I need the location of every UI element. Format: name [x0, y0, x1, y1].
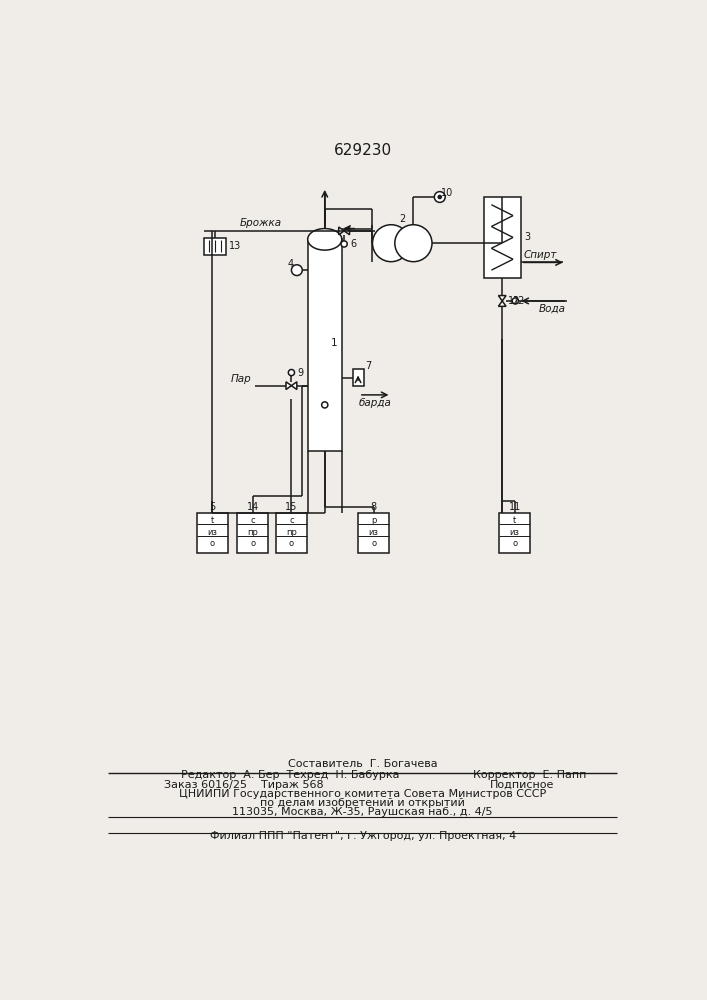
Text: о: о: [512, 539, 518, 548]
Text: 2: 2: [399, 214, 405, 224]
Text: 13: 13: [230, 241, 242, 251]
Circle shape: [513, 298, 518, 304]
Text: Филиал ППП "Патент", г. Ужгород, ул. Проектная, 4: Филиал ППП "Патент", г. Ужгород, ул. Про…: [209, 831, 516, 841]
Text: 9: 9: [298, 368, 304, 378]
Text: из: из: [368, 528, 378, 537]
Text: 7: 7: [365, 361, 371, 371]
Circle shape: [291, 265, 303, 276]
Text: 8: 8: [370, 502, 377, 512]
Circle shape: [288, 369, 295, 376]
Text: из: из: [510, 528, 520, 537]
Polygon shape: [291, 382, 297, 389]
Text: 6: 6: [351, 239, 356, 249]
Text: 12: 12: [508, 296, 521, 306]
Polygon shape: [344, 227, 349, 235]
Bar: [499, 513, 530, 553]
Text: Брожка: Брожка: [240, 218, 281, 228]
Circle shape: [373, 225, 409, 262]
Text: Вода: Вода: [538, 304, 566, 314]
Text: 1: 1: [331, 338, 337, 348]
Text: Пар: Пар: [230, 374, 251, 384]
Text: Заказ 6016/25    Тираж 568: Заказ 6016/25 Тираж 568: [163, 780, 323, 790]
Text: барда: барда: [359, 398, 392, 408]
Polygon shape: [286, 382, 291, 389]
Bar: [353, 369, 363, 386]
Text: Редактор  А. Бер  Техред  Н. Бабурка: Редактор А. Бер Техред Н. Бабурка: [180, 770, 399, 780]
Text: Составитель  Г. Богачева: Составитель Г. Богачева: [288, 759, 438, 769]
Text: 14: 14: [247, 502, 259, 512]
Bar: [197, 513, 228, 553]
Circle shape: [438, 195, 441, 199]
Circle shape: [434, 192, 445, 202]
Bar: [204, 238, 226, 255]
Text: о: о: [250, 539, 255, 548]
Text: 15: 15: [285, 502, 298, 512]
Text: 629230: 629230: [334, 143, 392, 158]
Bar: [237, 513, 268, 553]
Polygon shape: [498, 301, 506, 306]
Text: о: о: [210, 539, 215, 548]
Text: 3: 3: [525, 232, 531, 242]
Text: пр: пр: [247, 528, 258, 537]
Circle shape: [322, 402, 328, 408]
Text: 5: 5: [209, 502, 216, 512]
Text: р: р: [371, 516, 376, 525]
Text: о: о: [371, 539, 376, 548]
Text: по делам изобретений и открытий: по делам изобретений и открытий: [260, 798, 465, 808]
Text: с: с: [289, 516, 293, 525]
Polygon shape: [498, 296, 506, 301]
Text: Спирт: Спирт: [523, 250, 557, 260]
Text: Подписное: Подписное: [490, 780, 554, 790]
Text: ЦНИИПИ Государственного комитета Совета Министров СССР: ЦНИИПИ Государственного комитета Совета …: [179, 789, 547, 799]
Text: из: из: [207, 528, 217, 537]
Text: с: с: [250, 516, 255, 525]
Text: 10: 10: [441, 188, 454, 198]
Bar: [276, 513, 307, 553]
Text: 4: 4: [288, 259, 293, 269]
Polygon shape: [339, 227, 344, 235]
Text: о: о: [289, 539, 294, 548]
Text: 12: 12: [513, 296, 525, 306]
Text: 11: 11: [508, 502, 521, 512]
Bar: [308, 239, 341, 451]
Circle shape: [395, 225, 432, 262]
Circle shape: [341, 241, 347, 247]
Text: t: t: [513, 516, 516, 525]
Text: Корректор  Е. Папп: Корректор Е. Папп: [474, 770, 587, 780]
Text: 113035, Москва, Ж-35, Раушская наб., д. 4/5: 113035, Москва, Ж-35, Раушская наб., д. …: [233, 807, 493, 817]
Text: t: t: [211, 516, 214, 525]
Bar: [484, 197, 521, 278]
Bar: [358, 513, 389, 553]
Ellipse shape: [308, 229, 341, 250]
Text: пр: пр: [286, 528, 297, 537]
